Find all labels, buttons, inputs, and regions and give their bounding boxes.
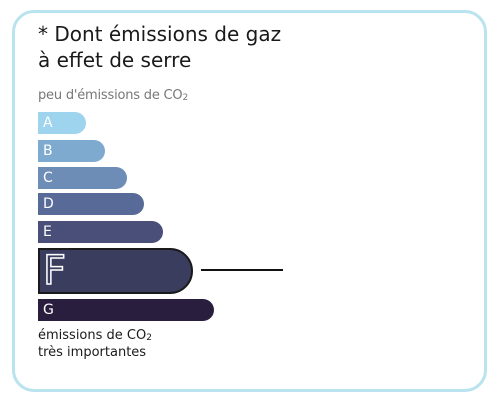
active-class-indicator-line [201, 269, 283, 271]
class-bar-f-active: F [38, 248, 193, 294]
title-line-1: * Dont émissions de gaz [38, 22, 282, 46]
class-bar-a: A [38, 112, 86, 134]
class-bar-b: B [38, 140, 105, 162]
scale-bottom-label-subscript: 2 [146, 333, 152, 343]
class-bar-g-letter: G [43, 302, 54, 318]
class-bar-f-letter: F [42, 248, 67, 294]
class-bar-a-letter: A [43, 115, 53, 131]
class-bar-d-letter: D [43, 196, 54, 212]
title-line-2: à effet de serre [38, 48, 192, 72]
class-bar-e-letter: E [43, 224, 52, 240]
class-bar-c-letter: C [43, 170, 53, 186]
scale-bottom-label-line-1: émissions de CO2 [38, 328, 152, 343]
class-bar-d: D [38, 193, 144, 215]
class-bar-g: G [38, 299, 214, 321]
scale-top-label-text: peu d'émissions de CO [38, 88, 183, 103]
scale-bottom-label-line-2: très importantes [38, 345, 147, 360]
scale-bottom-label-text: émissions de CO [38, 328, 147, 343]
class-bar-c: C [38, 167, 127, 189]
scale-top-label: peu d'émissions de CO2 [38, 88, 188, 103]
class-bar-e: E [38, 221, 163, 243]
scale-top-label-subscript: 2 [182, 93, 188, 103]
class-bar-b-letter: B [43, 143, 53, 159]
